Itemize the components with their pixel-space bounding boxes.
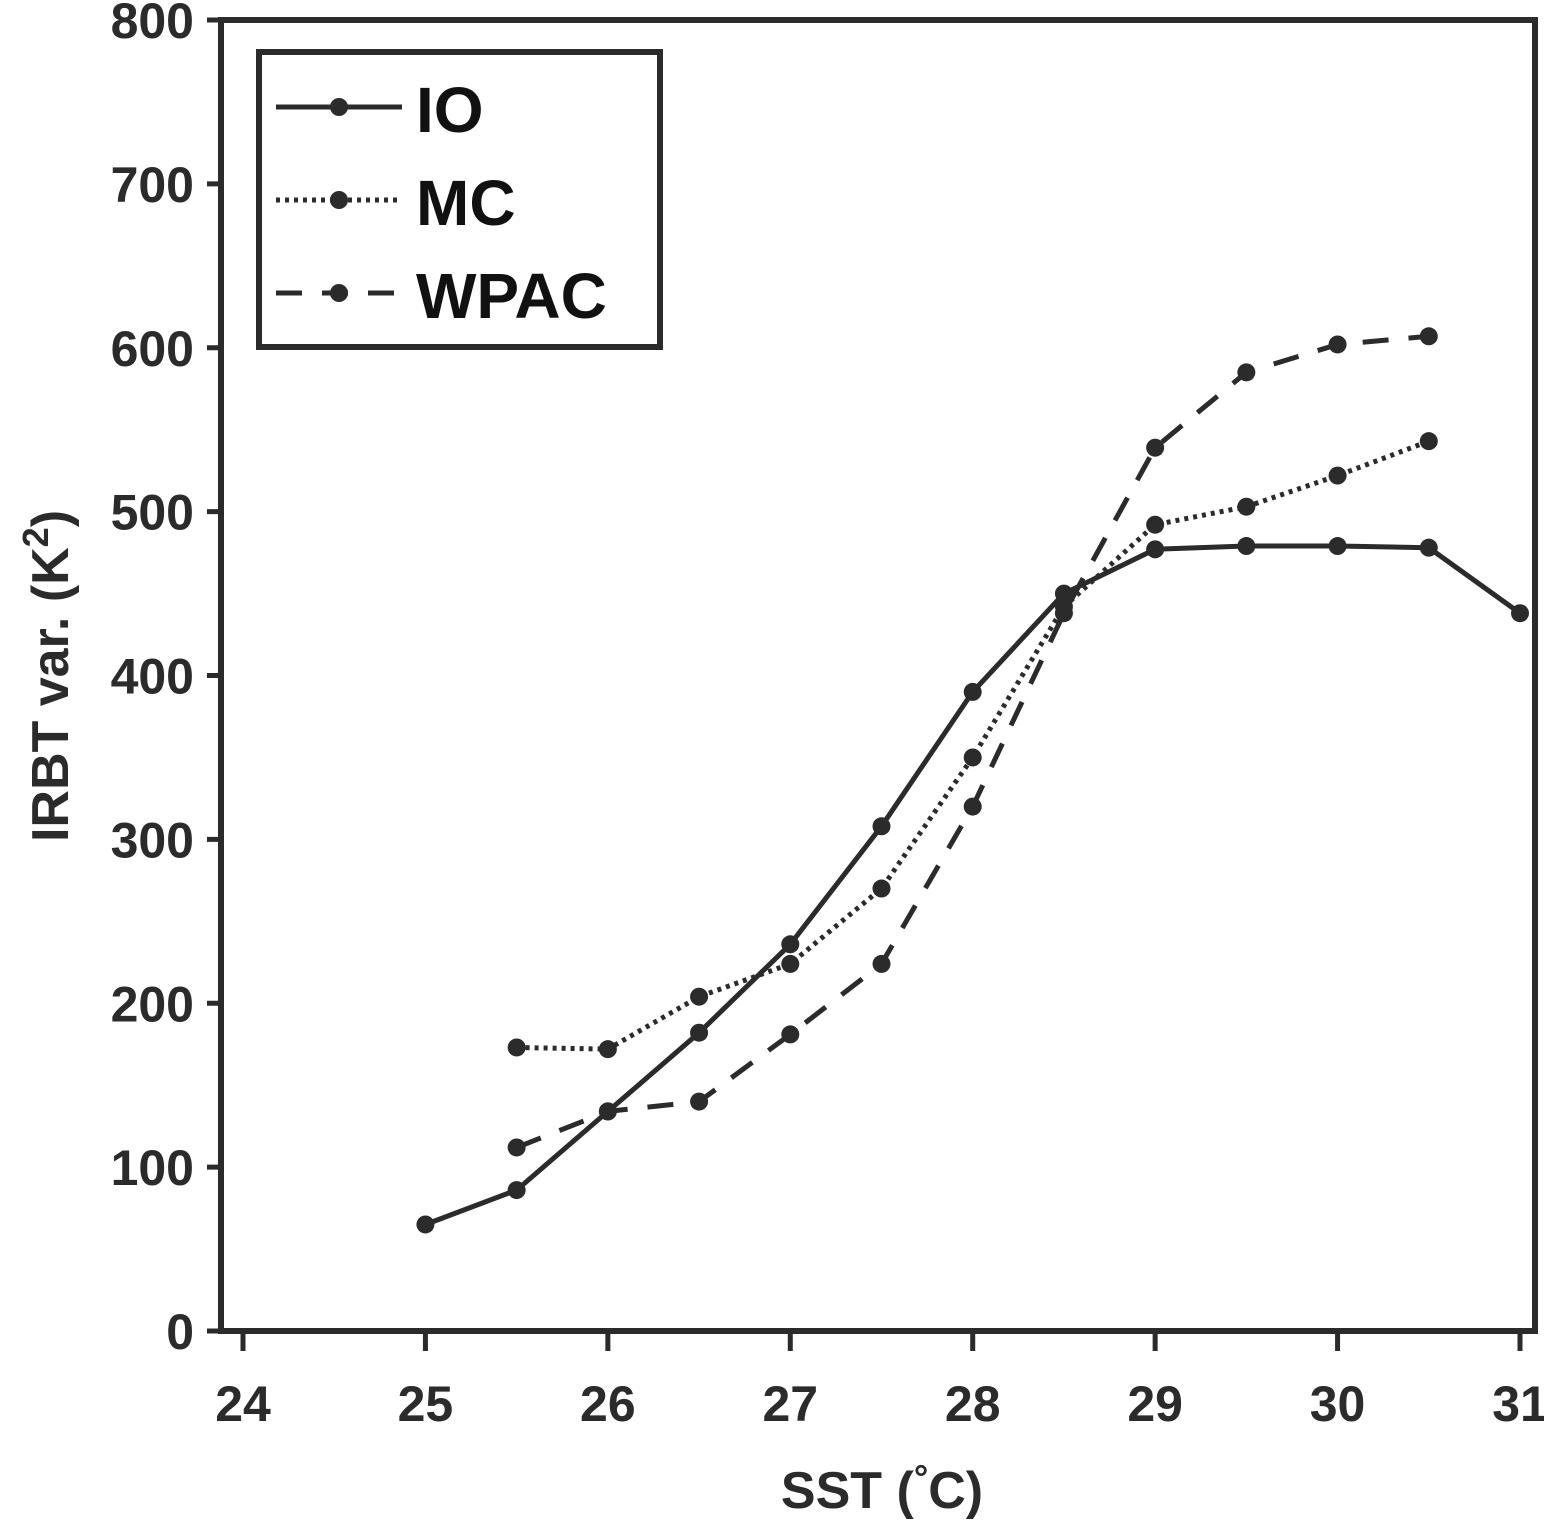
data-point-io [963,682,982,701]
y-tick-label: 200 [111,976,194,1032]
y-tick-label: 300 [111,812,194,868]
data-point-io [416,1215,435,1234]
data-point-io [690,1023,709,1042]
data-point-wpac [1054,604,1073,623]
legend-box [256,49,663,350]
data-point-mc [872,879,891,898]
data-point-mc [781,954,800,973]
data-point-io [1419,538,1438,557]
data-point-wpac [1328,335,1347,354]
y-tick-label: 100 [111,1140,194,1196]
plot-frame [218,17,1538,1334]
data-point-mc [1237,497,1256,516]
x-axis-title-text: SST ( [781,1462,915,1520]
x-axis-title-unit: C) [928,1462,983,1520]
legend-marker-wpac [330,284,348,302]
x-axis-ticks: 24 25 26 27 28 29 30 31 [215,1331,1544,1432]
legend-marker-io [330,98,348,116]
data-point-wpac [963,797,982,816]
data-point-mc [598,1040,617,1059]
x-tick-label: 25 [398,1376,454,1432]
series-layer [416,327,1529,1234]
data-point-wpac [507,1138,526,1157]
legend-marker-mc [330,191,348,209]
y-axis-title-text: IRBT var. (K [22,547,80,842]
y-tick-label: 600 [111,321,194,377]
data-point-mc [1419,432,1438,451]
data-point-wpac [1419,327,1438,346]
data-point-mc [507,1038,526,1057]
x-tick-label: 26 [580,1376,636,1432]
y-tick-label: 700 [111,157,194,213]
y-tick-label: 500 [111,485,194,541]
data-point-io [1054,584,1073,603]
data-point-mc [1328,466,1347,485]
data-point-io [872,817,891,836]
y-axis-title-close: ) [22,510,80,527]
x-tick-label: 29 [1127,1376,1183,1432]
legend-label-wpac: WPAC [416,260,607,332]
data-point-mc [963,748,982,767]
x-tick-label: 27 [762,1376,818,1432]
data-point-io [1328,537,1347,556]
degree-symbol: ° [914,1457,928,1498]
data-point-wpac [872,954,891,973]
series-line-io [424,543,1522,1227]
y-axis-ticks: 0 100 200 300 400 500 600 700 800 [111,0,221,1360]
legend-entry-mc: MC [276,167,516,239]
series-line-mc [516,438,1430,1052]
legend-entry-wpac: WPAC [276,260,607,332]
x-tick-label: 28 [945,1376,1001,1432]
series-line-wpac [515,333,1430,1150]
x-tick-label: 31 [1492,1376,1544,1432]
data-point-wpac [781,1025,800,1044]
data-point-io [1146,540,1165,559]
data-point-mc [1146,515,1165,534]
x-axis-title: SST (°C) [781,1457,983,1520]
data-point-wpac [1237,363,1256,382]
legend: IO MC WPAC [256,49,663,350]
data-point-wpac [1146,438,1165,457]
y-tick-label: 400 [111,649,194,705]
legend-label-io: IO [416,74,484,146]
legend-entry-io: IO [276,74,484,146]
data-point-io [507,1181,526,1200]
data-point-wpac [598,1102,617,1121]
y-tick-label: 800 [111,0,194,49]
x-tick-label: 24 [215,1376,271,1432]
x-tick-label: 30 [1310,1376,1366,1432]
data-point-io [1511,604,1529,623]
data-point-io [781,935,800,954]
data-point-io [1237,537,1256,556]
legend-label-mc: MC [416,167,516,239]
y-axis-title-superscript: 2 [15,527,56,547]
data-point-wpac [690,1092,709,1111]
y-tick-label: 0 [166,1304,194,1360]
data-point-mc [690,987,709,1006]
y-axis-title: IRBT var. (K2) [15,510,80,842]
